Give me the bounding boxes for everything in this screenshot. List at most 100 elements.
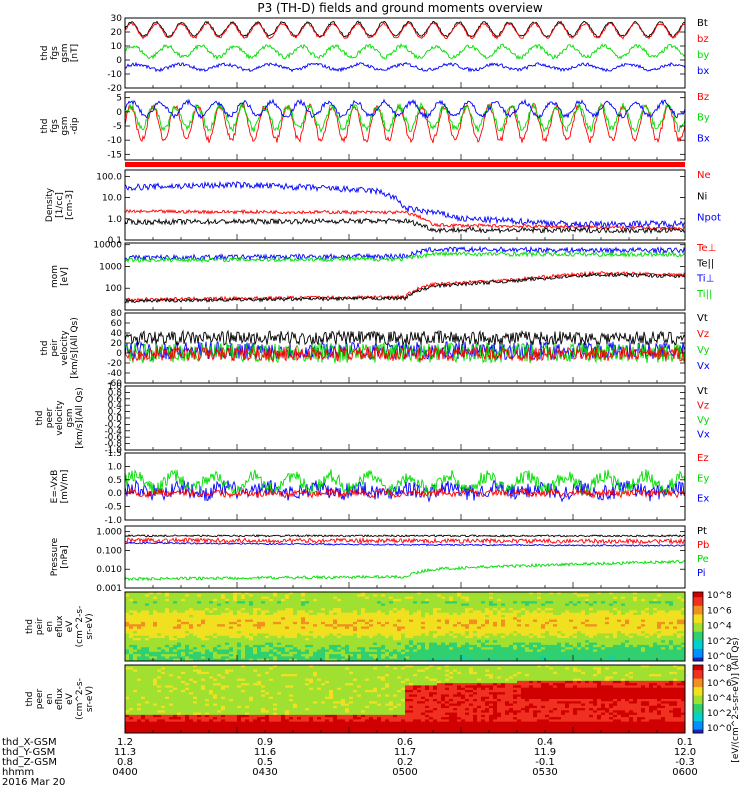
y-tick-label: 100 <box>105 284 122 294</box>
spectrogram-cell <box>149 605 154 609</box>
spectrogram-cell <box>189 596 194 600</box>
spectrogram-cell <box>393 596 398 600</box>
spectrogram-cell <box>585 596 590 600</box>
spectrogram-cell <box>245 656 250 660</box>
spectrogram-cell <box>389 640 394 643</box>
spectrogram-cell <box>201 598 206 602</box>
spectrogram-cell <box>593 601 598 604</box>
spectrogram-cell <box>501 638 506 641</box>
spectrogram-cell <box>133 726 138 729</box>
spectrogram-cell <box>125 692 130 695</box>
spectrogram-cell <box>413 633 418 637</box>
spectrogram-cell <box>405 615 410 618</box>
spectrogram-cell <box>149 654 154 657</box>
spectrogram-cell <box>197 624 202 627</box>
spectrogram-cell <box>273 626 278 630</box>
spectrogram-cell <box>581 594 586 597</box>
spectrogram-cell <box>525 603 530 607</box>
spectrogram-cell <box>557 594 562 597</box>
spectrogram-cell <box>493 603 498 607</box>
spectrogram-cell <box>577 617 582 620</box>
spectrogram-cell <box>521 642 526 646</box>
spectrogram-cell <box>261 612 266 616</box>
spectrogram-cell <box>309 656 314 660</box>
spectrogram-cell <box>505 592 510 595</box>
spectrogram-cell <box>497 598 502 602</box>
spectrogram-cell <box>609 642 614 646</box>
spectrogram-cell <box>161 610 166 614</box>
spectrogram-cell <box>269 610 274 614</box>
spectrogram-cell <box>573 640 578 643</box>
spectrogram-cell <box>601 626 606 630</box>
spectrogram-cell <box>145 628 150 632</box>
spectrogram-cell <box>377 647 382 650</box>
spectrogram-cell <box>549 610 554 614</box>
spectrogram-cell <box>433 626 438 630</box>
spectrogram-cell <box>257 640 262 643</box>
spectrogram-cell <box>625 638 630 641</box>
spectrogram-cell <box>349 619 354 623</box>
spectrogram-cell <box>453 624 458 627</box>
spectrogram-cell <box>237 619 242 623</box>
spectrogram-cell <box>429 640 434 643</box>
spectrogram-cell <box>457 594 462 597</box>
spectrogram-cell <box>249 651 254 655</box>
spectrogram-cell <box>345 619 350 623</box>
spectrogram-cell <box>157 719 162 723</box>
spectrogram-cell <box>625 615 630 618</box>
spectrogram-cell <box>277 631 282 634</box>
spectrogram-cell <box>553 633 558 637</box>
spectrogram-cell <box>237 615 242 618</box>
spectrogram-cell <box>325 633 330 637</box>
spectrogram-cell <box>405 598 410 602</box>
spectrogram-cell <box>297 594 302 597</box>
spectrogram-cell <box>421 635 426 639</box>
spectrogram-cell <box>537 598 542 602</box>
spectrogram-cell <box>337 596 342 600</box>
spectrogram-cell <box>237 640 242 643</box>
spectrogram-cell <box>193 649 198 653</box>
spectrogram-cell <box>541 644 546 648</box>
spectrogram-cell <box>633 612 638 616</box>
spectrogram-cell <box>525 658 530 662</box>
spectrogram-cell <box>265 619 270 623</box>
spectrogram-cell <box>517 628 522 632</box>
spectrogram-cell <box>141 631 146 634</box>
colorbar-swatch <box>693 640 703 643</box>
spectrogram-cell <box>505 649 510 653</box>
spectrogram-cell <box>485 651 490 655</box>
spectrogram-cell <box>545 638 550 641</box>
spectrogram-cell <box>397 598 402 602</box>
spectrogram-cell <box>349 617 354 620</box>
spectrogram-cell <box>505 610 510 614</box>
spectrogram-cell <box>145 598 150 602</box>
spectrogram-cell <box>345 592 350 595</box>
spectrogram-cell <box>513 633 518 637</box>
spectrogram-cell <box>381 592 386 595</box>
spectrogram-cell <box>321 596 326 600</box>
spectrogram-cell <box>569 633 574 637</box>
spectrogram-cell <box>233 633 238 637</box>
spectrogram-cell <box>573 612 578 616</box>
spectrogram-cell <box>593 644 598 648</box>
spectrogram-cell <box>521 621 526 625</box>
spectrogram-cell <box>165 619 170 623</box>
spectrogram-cell <box>325 619 330 623</box>
spectrogram-cell <box>509 619 514 623</box>
spectrogram-cell <box>385 644 390 648</box>
spectrogram-cell <box>153 635 158 639</box>
spectrogram-cell <box>469 649 474 653</box>
spectrogram-cell <box>497 594 502 597</box>
spectrogram-cell <box>637 658 642 662</box>
spectrogram-cell <box>157 723 162 727</box>
spectrogram-cell <box>157 728 162 732</box>
spectrogram-cell <box>321 624 326 627</box>
spectrogram-cell <box>129 633 134 637</box>
spectrogram-cell <box>209 658 214 662</box>
spectrogram-cell <box>645 612 650 616</box>
spectrogram-cell <box>149 689 154 693</box>
spectrogram-cell <box>661 621 666 625</box>
spectrogram-cell <box>141 628 146 632</box>
spectrogram-cell <box>501 621 506 625</box>
spectrogram-cell <box>469 610 474 614</box>
